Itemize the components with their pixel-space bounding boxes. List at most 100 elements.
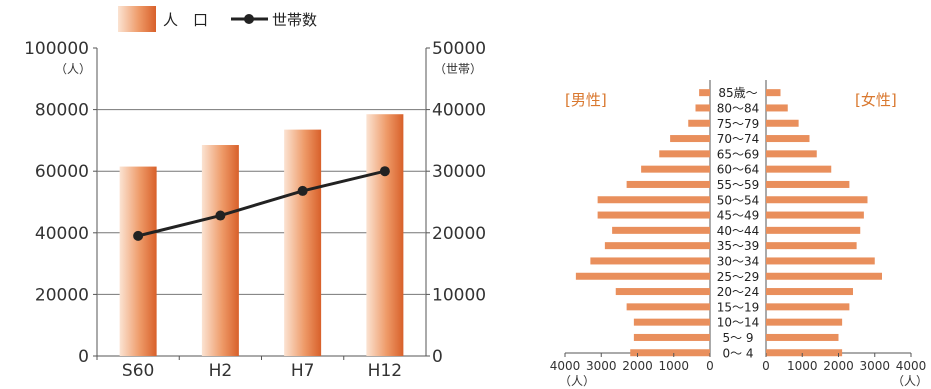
x-tick-label: H12: [368, 361, 402, 381]
age-group-label: 45～49: [717, 209, 760, 223]
x-tick-label: H7: [291, 361, 315, 381]
right-y-ticks: 0 10000 20000 30000 40000 50000: [426, 39, 486, 367]
male-bar: [659, 150, 710, 158]
female-bar: [766, 89, 781, 97]
male-bar: [626, 303, 710, 311]
age-group-label: 15～19: [717, 300, 760, 314]
x-tick-label: S60: [122, 361, 154, 381]
right-y-unit: （世帯）: [434, 62, 482, 76]
legend-line-marker: [244, 14, 254, 24]
age-group-label: 0～ 4: [722, 346, 753, 360]
pyramid-x-tick-label: 0: [706, 359, 714, 373]
left-y-tick-label: 60000: [35, 162, 89, 182]
female-bar: [766, 349, 843, 357]
right-y-tick-label: 10000: [432, 285, 486, 305]
age-group-label: 25～29: [717, 270, 760, 284]
pyramid-x-ticks: 4000 3000 2000 1000 0 0 1000 2000 3000 4000: [550, 353, 927, 373]
male-bar: [630, 349, 710, 357]
male-bar: [575, 272, 710, 280]
female-bar: [766, 303, 850, 311]
female-label: [女性]: [855, 91, 897, 109]
male-bar: [612, 226, 710, 234]
male-bar: [699, 89, 710, 97]
right-y-tick-label: 50000: [432, 39, 486, 59]
female-bar: [766, 226, 861, 234]
pyramid-x-tick-label: 3000: [586, 359, 617, 373]
female-bar: [766, 104, 788, 112]
male-bar: [597, 196, 710, 204]
left-y-tick-label: 80000: [35, 101, 89, 121]
pyramid-bars: [575, 89, 882, 357]
female-bar: [766, 119, 799, 127]
left-y-unit: （人）: [55, 62, 91, 76]
age-group-label: 40～44: [717, 224, 760, 238]
age-group-label: 65～69: [717, 147, 760, 161]
population-bar: [119, 166, 157, 356]
female-bar: [766, 196, 868, 204]
right-y-tick-label: 40000: [432, 101, 486, 121]
households-line: [133, 166, 390, 241]
population-bar: [366, 114, 404, 356]
legend: 人 口 世帯数: [118, 6, 317, 32]
female-bar: [766, 288, 853, 296]
male-bar: [615, 288, 710, 296]
male-bar: [641, 165, 710, 173]
right-y-tick-label: 0: [432, 347, 443, 367]
age-group-label: 5～ 9: [722, 331, 753, 345]
pyramid-x-tick-label: 4000: [896, 359, 927, 373]
pyramid-x-tick-label: 2000: [622, 359, 653, 373]
left-y-tick-label: 100000: [24, 39, 89, 59]
age-group-label: 70～74: [717, 132, 760, 146]
age-group-label: 20～24: [717, 285, 760, 299]
right-y-tick-label: 30000: [432, 162, 486, 182]
age-group-label: 85歳～: [718, 86, 757, 100]
female-bar: [766, 180, 850, 188]
female-bar: [766, 257, 875, 265]
households-point: [379, 166, 390, 177]
age-group-label: 80～84: [717, 101, 760, 115]
legend-bar-swatch: [118, 6, 156, 32]
population-bars: [119, 114, 404, 356]
households-point: [297, 185, 308, 196]
population-bar: [284, 129, 322, 356]
pyramid-x-tick-label: 1000: [787, 359, 818, 373]
female-bar: [766, 333, 839, 341]
right-y-tick-label: 20000: [432, 224, 486, 244]
female-bar: [766, 242, 857, 250]
population-bar: [201, 145, 239, 356]
male-bar: [633, 333, 710, 341]
age-group-label: 55～59: [717, 178, 760, 192]
female-x-unit: （人）: [892, 374, 928, 388]
age-group-label: 10～14: [717, 316, 760, 330]
male-x-unit: （人）: [559, 374, 595, 388]
female-bar: [766, 318, 843, 326]
left-y-tick-label: 0: [78, 347, 89, 367]
male-bar: [670, 135, 710, 143]
left-y-tick-label: 20000: [35, 285, 89, 305]
age-group-label: 60～64: [717, 163, 760, 177]
male-bar: [633, 318, 710, 326]
x-tick-label: H2: [209, 361, 233, 381]
female-bar: [766, 272, 882, 280]
left-y-ticks: 0 20000 40000 60000 80000 100000: [24, 39, 97, 367]
pyramid-x-tick-label: 1000: [658, 359, 689, 373]
female-bar: [766, 150, 817, 158]
pyramid-x-tick-label: 2000: [823, 359, 854, 373]
age-group-label: 30～34: [717, 254, 760, 268]
male-bar: [597, 211, 710, 219]
female-bar: [766, 135, 810, 143]
left-y-tick-label: 40000: [35, 224, 89, 244]
male-bar: [626, 180, 710, 188]
age-group-label: 35～39: [717, 239, 760, 253]
male-label: [男性]: [565, 91, 607, 109]
age-group-label: 75～79: [717, 117, 760, 131]
x-tick-labels: S60 H2 H7 H12: [96, 356, 402, 381]
female-bar: [766, 211, 864, 219]
female-bar: [766, 165, 832, 173]
pyramid-x-tick-label: 4000: [550, 359, 581, 373]
male-bar: [604, 242, 710, 250]
pyramid-x-tick-label: 3000: [859, 359, 890, 373]
legend-bar-label: 人 口: [163, 11, 208, 29]
